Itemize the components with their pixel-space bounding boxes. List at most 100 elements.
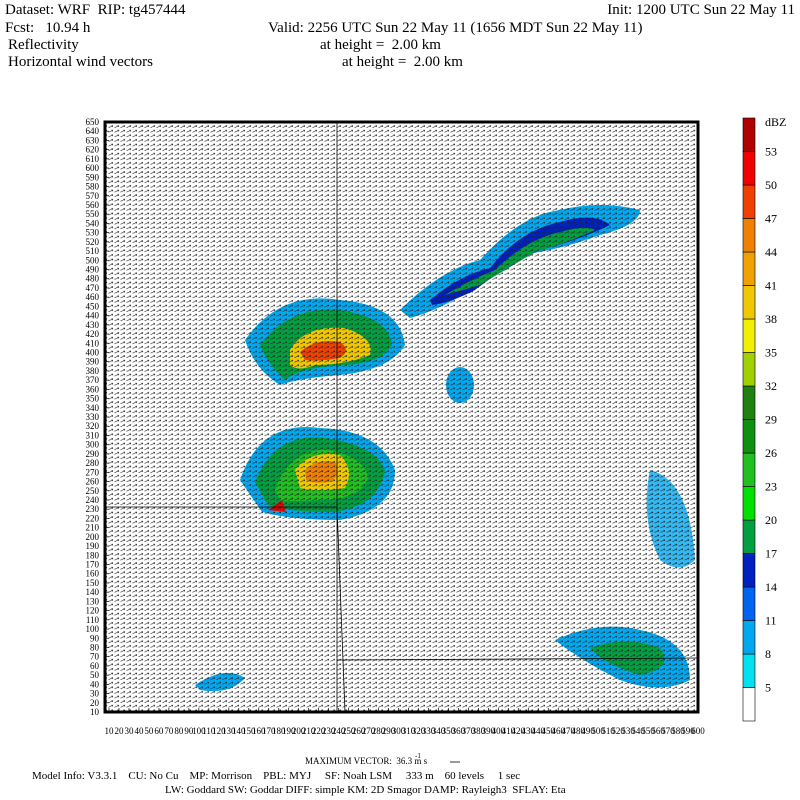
y-tick-label: 140 [86,587,100,597]
colorbar-box [742,318,756,353]
y-tick-label: 390 [86,357,100,367]
x-tick-label: 110 [202,726,216,736]
y-tick-label: 210 [86,523,100,533]
x-tick-label: 80 [174,726,184,736]
colorbar-box [742,553,756,588]
y-tick-label: 270 [86,467,100,477]
x-tick-label: 370 [462,726,476,736]
y-tick-label: 190 [86,541,100,551]
x-tick-label: 310 [402,726,416,736]
boundaries [105,122,699,713]
y-tick-label: 290 [86,449,100,459]
x-tick-label: 500 [591,726,605,736]
x-tick-label: 160 [252,726,266,736]
x-tick-label: 280 [372,726,386,736]
colorbar-label: 23 [765,480,777,494]
field-height: at height = 2.00 km [320,37,441,53]
x-tick-label: 120 [212,726,226,736]
x-tick-label: 140 [232,726,246,736]
y-tick-label: 120 [86,606,100,616]
y-tick-label: 400 [86,347,100,357]
x-tick-label: 560 [651,726,665,736]
init-time: Init: 1200 UTC Sun 22 May 11 [607,2,795,18]
colorbar-label: 5 [765,681,771,695]
y-tick-label: 460 [86,292,100,302]
colorbar-label: 32 [765,379,777,393]
y-tick-label: 450 [86,301,100,311]
colorbar-label: 53 [765,145,777,159]
colorbar-label: 41 [765,279,777,293]
x-tick-label: 130 [222,726,236,736]
y-tick-label: 420 [86,329,100,339]
x-tick-label: 50 [144,726,154,736]
y-tick-label: 520 [86,237,100,247]
y-tick-label: 240 [86,495,100,505]
y-tick-label: 590 [86,172,100,182]
colorbar-label: 17 [765,547,777,561]
colorbar-box [742,419,756,454]
x-tick-label: 150 [242,726,256,736]
colorbar-unit: dBZ [765,115,786,129]
x-tick-label: 100 [192,726,206,736]
x-tick-label: 350 [442,726,456,736]
colorbar-label: 35 [765,346,777,360]
x-tick-label: 480 [571,726,585,736]
colorbar-label: 44 [765,245,777,259]
x-tick-label: 30 [124,726,134,736]
x-tick-label: 450 [542,726,556,736]
y-tick-label: 630 [86,135,100,145]
x-tick-label: 410 [502,726,516,736]
x-tick-label: 550 [641,726,655,736]
x-tick-label: 340 [432,726,446,736]
x-tick-label: 590 [681,726,695,736]
colorbar-label: 11 [765,614,777,628]
x-tick-label: 360 [452,726,466,736]
x-tick-label: 470 [561,726,575,736]
x-tick-label: 200 [292,726,306,736]
x-tick-label: 40 [134,726,144,736]
y-tick-label: 360 [86,384,100,394]
colorbar-label: 14 [765,580,777,594]
y-tick-label: 50 [90,670,100,680]
colorbar-box [742,285,756,320]
model-info: Model Info: V3.3.1 CU: No Cu MP: Morriso… [32,770,520,782]
colorbar-box [742,452,756,487]
y-tick-label: 180 [86,550,100,560]
colorbar-box [742,184,756,219]
y-tick-label: 540 [86,218,100,228]
x-tick-label: 70 [164,726,174,736]
colorbar-label: 47 [765,212,777,226]
y-tick-label: 370 [86,375,100,385]
colorbar-label: 29 [765,413,777,427]
colorbar-label: 20 [765,513,777,527]
vector-name: Horizontal wind vectors [8,54,153,70]
y-tick-label: 600 [86,163,100,173]
colorbar-box [742,620,756,655]
colorbar-box [742,251,756,286]
y-tick-label: 300 [86,440,100,450]
y-tick-label: 150 [86,578,100,588]
y-tick-label: 100 [86,624,100,634]
x-tick-label: 210 [302,726,316,736]
wind-vectors [105,122,698,712]
x-tick-label: 290 [382,726,396,736]
colorbar-box [742,218,756,253]
y-tick-label: 170 [86,560,100,570]
y-tick-label: 570 [86,191,100,201]
x-tick-label: 230 [322,726,336,736]
colorbar-box [742,519,756,554]
y-tick-label: 440 [86,311,100,321]
y-tick-label: 20 [90,698,100,708]
y-tick-label: 580 [86,182,100,192]
x-tick-label: 240 [332,726,346,736]
x-tick-label: 170 [262,726,276,736]
y-tick-label: 620 [86,145,100,155]
y-tick-label: 350 [86,394,100,404]
x-tick-label: 380 [472,726,486,736]
x-tick-label: 20 [114,726,124,736]
colorbar-box [742,151,756,186]
y-tick-label: 480 [86,274,100,284]
colorbar-box [742,687,756,722]
x-tick-label: 420 [512,726,526,736]
